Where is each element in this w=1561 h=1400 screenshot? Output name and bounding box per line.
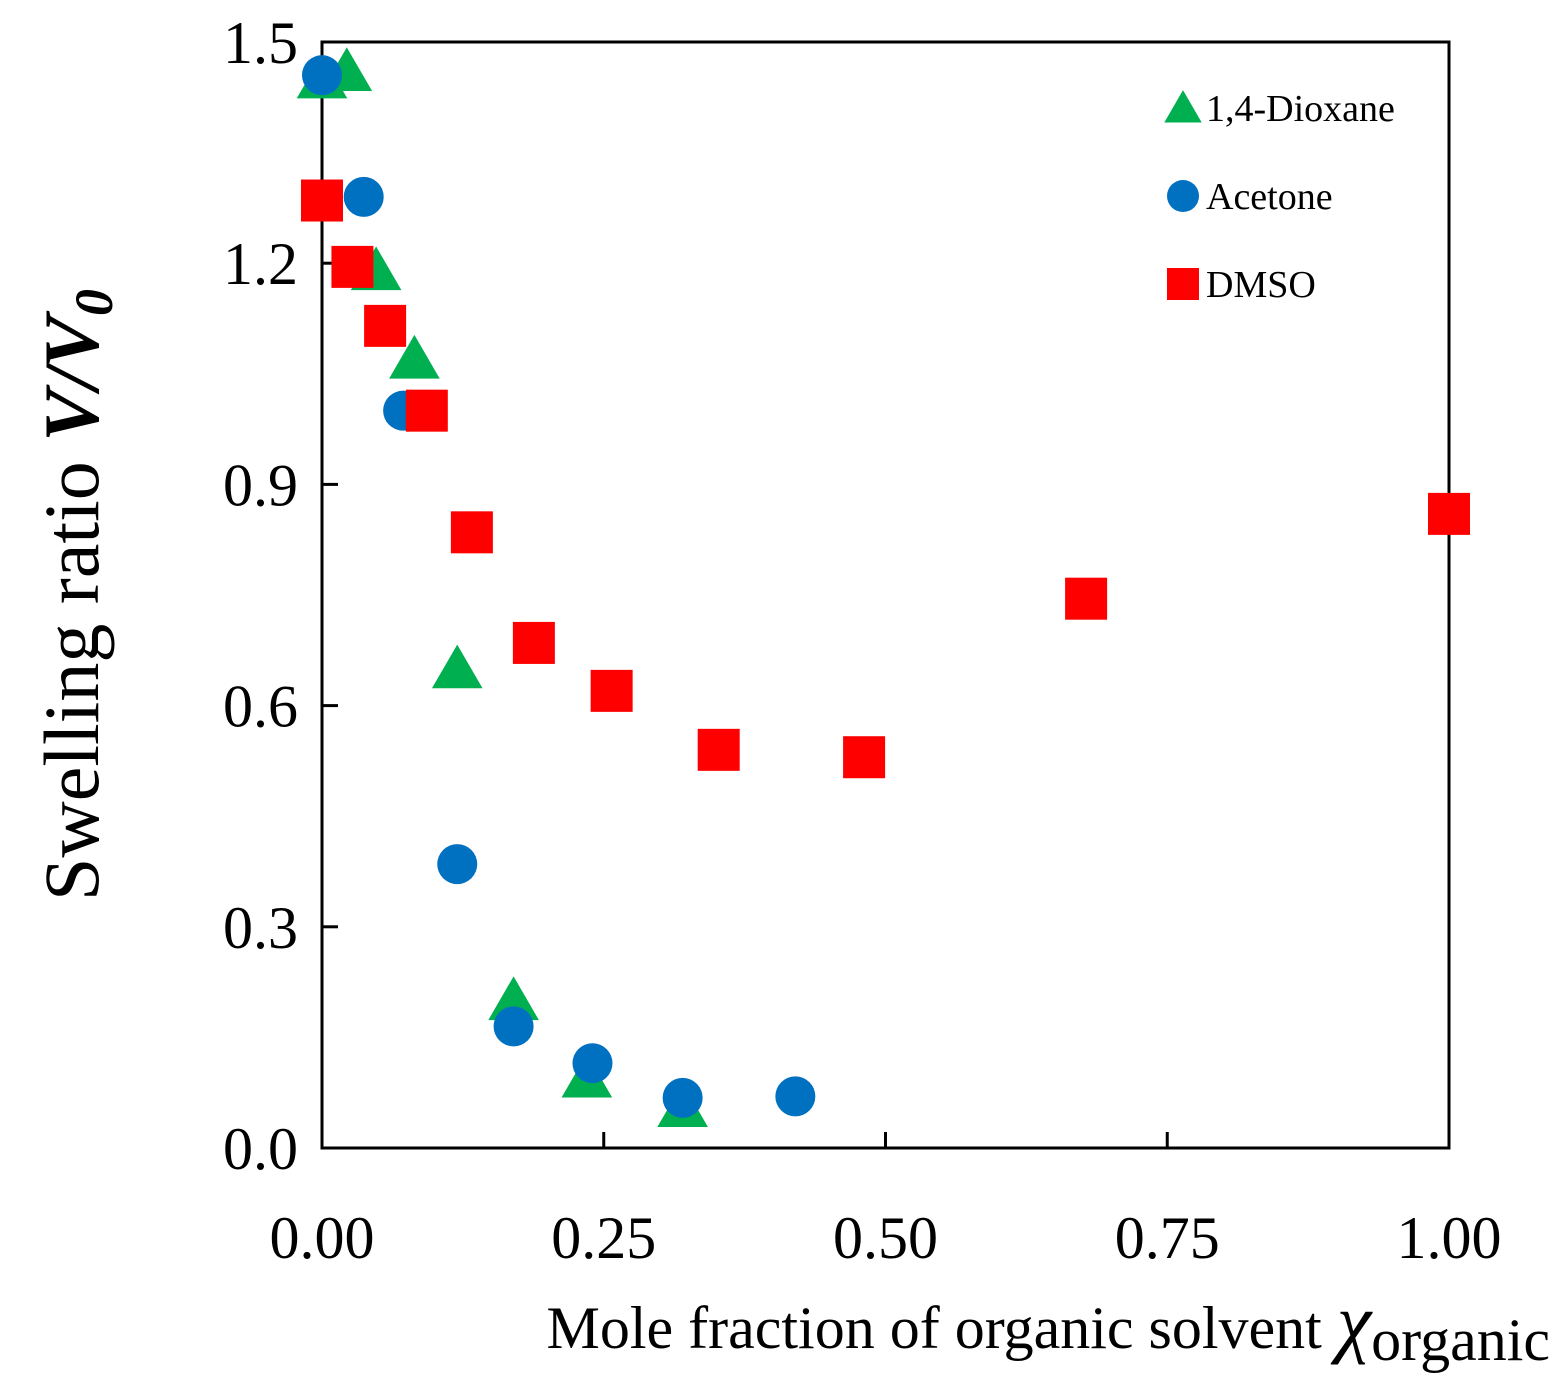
data-point-dmso <box>405 389 448 432</box>
y-axis-title-subscript: 0 <box>64 289 124 316</box>
data-markers <box>296 47 1470 1127</box>
series-dmso <box>301 179 1470 779</box>
data-point-acetone <box>662 1077 703 1118</box>
series-acetone <box>302 55 816 1118</box>
x-axis-title: Mole fraction of organic solvent χorgani… <box>547 1278 1551 1373</box>
data-point-dmso <box>843 736 886 779</box>
data-point-acetone <box>343 176 384 217</box>
data-point-1-4-dioxane <box>431 644 483 689</box>
y-tick-label: 0.6 <box>223 674 298 740</box>
x-tick-label: 0.75 <box>1115 1205 1220 1271</box>
y-tick-labels: 0.0 0.3 0.6 0.9 1.2 1.5 <box>223 10 298 1182</box>
data-point-1-4-dioxane <box>488 976 539 1021</box>
y-axis-title: Swelling ratio V/V0 <box>28 289 124 901</box>
y-axis-title-symbol: V/V <box>28 310 115 442</box>
legend: 1,4-Dioxane Acetone DMSO <box>1164 88 1395 306</box>
data-point-dmso <box>1428 492 1470 535</box>
y-tick-label: 0.9 <box>223 452 298 518</box>
x-tick-label: 1.00 <box>1397 1205 1502 1271</box>
data-point-dmso <box>697 728 740 771</box>
y-tick-label: 0.3 <box>223 895 298 961</box>
x-tick-labels: 0.00 0.25 0.50 0.75 1.00 <box>270 1205 1502 1271</box>
y-axis-title-main: Swelling ratio <box>28 442 115 901</box>
data-point-acetone <box>572 1043 613 1084</box>
data-point-1-4-dioxane <box>389 334 440 379</box>
data-point-dmso <box>512 621 555 664</box>
y-tick-label: 0.0 <box>223 1116 298 1182</box>
data-point-dmso <box>331 245 374 288</box>
data-point-acetone <box>775 1076 816 1117</box>
legend-label-dmso: DMSO <box>1206 264 1316 306</box>
legend-marker-1-4-dioxane <box>1164 90 1202 123</box>
data-point-dmso <box>1065 577 1108 620</box>
legend-label-1-4-dioxane: 1,4-Dioxane <box>1206 88 1395 130</box>
data-point-acetone <box>493 1006 534 1047</box>
y-tick-label: 1.2 <box>223 231 298 297</box>
legend-marker-dmso <box>1167 268 1199 300</box>
x-tick-label: 0.00 <box>270 1205 375 1271</box>
data-point-dmso <box>301 179 343 222</box>
legend-marker-acetone <box>1167 180 1199 212</box>
x-tick-label: 0.25 <box>551 1205 656 1271</box>
data-point-acetone <box>437 844 478 885</box>
x-axis-title-symbol: χ <box>1330 1278 1373 1365</box>
y-tick-label: 1.5 <box>223 10 298 76</box>
legend-label-acetone: Acetone <box>1206 176 1333 218</box>
data-point-dmso <box>364 304 407 347</box>
data-point-dmso <box>590 669 633 712</box>
data-point-dmso <box>450 511 493 554</box>
x-axis-title-subscript: organic <box>1371 1307 1550 1373</box>
data-point-acetone <box>302 55 342 96</box>
x-axis-title-main: Mole fraction of organic solvent <box>547 1295 1337 1361</box>
x-tick-label: 0.50 <box>833 1205 938 1271</box>
